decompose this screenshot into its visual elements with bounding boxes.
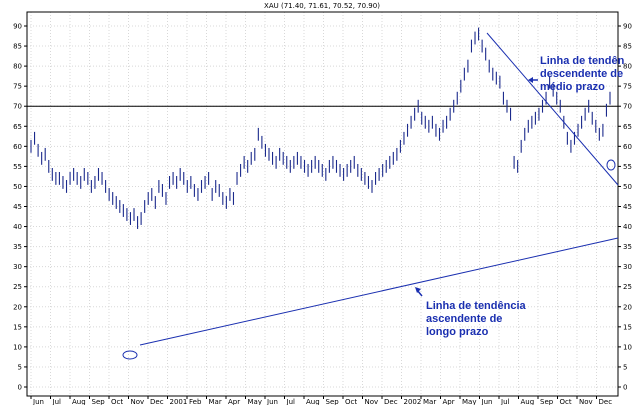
y-tick-right-50: 50 <box>623 183 632 191</box>
annotation-descending: Linha de tendên descendente de médio pra… <box>528 55 625 93</box>
x-tick-8: Feb <box>189 398 202 405</box>
y-tick-left-50: 50 <box>13 183 22 191</box>
x-tick-4: Oct <box>111 398 123 405</box>
x-tick-29: Dec <box>599 398 613 405</box>
annotation-ascending-line2: ascendente de <box>426 313 502 325</box>
x-tick-2: Aug <box>72 398 86 405</box>
price-bars <box>30 27 611 229</box>
chart-title: XAU (71.40, 71.61, 70.52, 70.90) <box>264 2 380 10</box>
y-tick-left-55: 55 <box>13 163 22 171</box>
annotation-descending-line3: médio prazo <box>540 81 605 93</box>
x-tick-22: May <box>462 398 476 405</box>
annotation-ascending-line1: Linha de tendência <box>426 300 527 312</box>
y-tick-right-75: 75 <box>623 83 632 91</box>
y-axis-right: 0 5 10 15 20 25 30 35 40 45 50 55 60 65 70 75 80 85 90 <box>618 23 632 392</box>
y-tick-left-60: 60 <box>13 143 22 151</box>
y-tick-left-90: 90 <box>13 23 22 31</box>
x-axis: Jun Jul Aug Sep Oct Nov Dec 2001 Feb Mar Apr May Jun… <box>30 396 613 405</box>
x-tick-14: Aug <box>306 398 320 405</box>
x-tick-19: 2002 <box>404 398 422 405</box>
y-tick-right-45: 45 <box>623 203 632 211</box>
y-tick-right-70: 70 <box>623 103 632 111</box>
y-tick-right-85: 85 <box>623 43 632 51</box>
x-tick-6: Dec <box>150 398 164 405</box>
y-tick-right-25: 25 <box>623 283 632 291</box>
x-tick-18: Dec <box>384 398 398 405</box>
x-tick-21: Apr <box>443 398 455 405</box>
x-tick-24: Jul <box>500 398 510 405</box>
y-tick-right-35: 35 <box>623 243 632 251</box>
x-tick-15: Sep <box>326 398 340 405</box>
bull-icon-right <box>606 159 616 171</box>
ascending-trendline <box>139 237 619 346</box>
y-tick-left-40: 40 <box>13 223 22 231</box>
y-tick-right-80: 80 <box>623 63 632 71</box>
y-tick-left-5: 5 <box>18 363 22 371</box>
x-tick-11: May <box>248 398 262 405</box>
x-tick-16: Oct <box>345 398 357 405</box>
y-tick-right-65: 65 <box>623 123 632 131</box>
x-tick-13: Jul <box>286 398 296 405</box>
y-tick-left-20: 20 <box>13 303 22 311</box>
x-tick-26: Sep <box>540 398 554 405</box>
x-tick-7: 2001 <box>170 398 188 405</box>
bull-icon-low <box>122 350 138 360</box>
x-tick-27: Oct <box>560 398 572 405</box>
x-tick-9: Mar <box>209 398 222 405</box>
bull-marker-right <box>606 159 616 171</box>
y-tick-right-55: 55 <box>623 163 632 171</box>
y-axis-left: 0 5 10 15 20 25 30 35 40 45 50 55 60 65 70 75 80 85 90 <box>13 23 27 392</box>
x-tick-23: Jun <box>481 398 493 405</box>
plot-frame <box>26 11 619 397</box>
x-tick-20: Mar <box>423 398 436 405</box>
y-tick-left-10: 10 <box>13 343 22 351</box>
y-tick-right-60: 60 <box>623 143 632 151</box>
y-tick-left-70: 70 <box>13 103 22 111</box>
y-tick-right-5: 5 <box>623 363 627 371</box>
x-tick-25: Aug <box>521 398 535 405</box>
x-tick-0: Jun <box>32 398 44 405</box>
y-tick-left-15: 15 <box>13 323 22 331</box>
y-tick-right-15: 15 <box>623 323 632 331</box>
y-tick-right-30: 30 <box>623 263 632 271</box>
y-tick-left-75: 75 <box>13 83 22 91</box>
y-tick-right-90: 90 <box>623 23 632 31</box>
annotation-descending-line1: Linha de tendên <box>540 55 625 67</box>
y-tick-right-20: 20 <box>623 303 632 311</box>
x-tick-12: Jun <box>266 398 278 405</box>
x-tick-10: Apr <box>228 398 240 405</box>
x-tick-28: Nov <box>579 398 593 405</box>
y-tick-left-85: 85 <box>13 43 22 51</box>
y-tick-right-0: 0 <box>623 384 627 392</box>
annotation-descending-line2: descendente de <box>540 68 623 80</box>
y-tick-left-80: 80 <box>13 63 22 71</box>
y-tick-left-30: 30 <box>13 263 22 271</box>
annotation-ascending-line3: longo prazo <box>426 326 489 338</box>
y-tick-left-45: 45 <box>13 203 22 211</box>
x-tick-17: Nov <box>365 398 379 405</box>
x-tick-1: Jul <box>52 398 62 405</box>
y-tick-left-25: 25 <box>13 283 22 291</box>
annotation-ascending-arrowhead <box>415 287 421 293</box>
y-tick-right-10: 10 <box>623 343 632 351</box>
x-tick-5: Nov <box>131 398 145 405</box>
y-tick-left-0: 0 <box>18 384 22 392</box>
descending-trendline <box>486 32 619 186</box>
y-tick-right-40: 40 <box>623 223 632 231</box>
y-tick-left-65: 65 <box>13 123 22 131</box>
x-tick-3: Sep <box>92 398 106 405</box>
annotation-descending-arrowhead <box>528 77 533 83</box>
y-tick-left-35: 35 <box>13 243 22 251</box>
annotation-ascending: Linha de tendência ascendente de longo p… <box>415 287 527 338</box>
bull-marker-low <box>122 350 138 360</box>
